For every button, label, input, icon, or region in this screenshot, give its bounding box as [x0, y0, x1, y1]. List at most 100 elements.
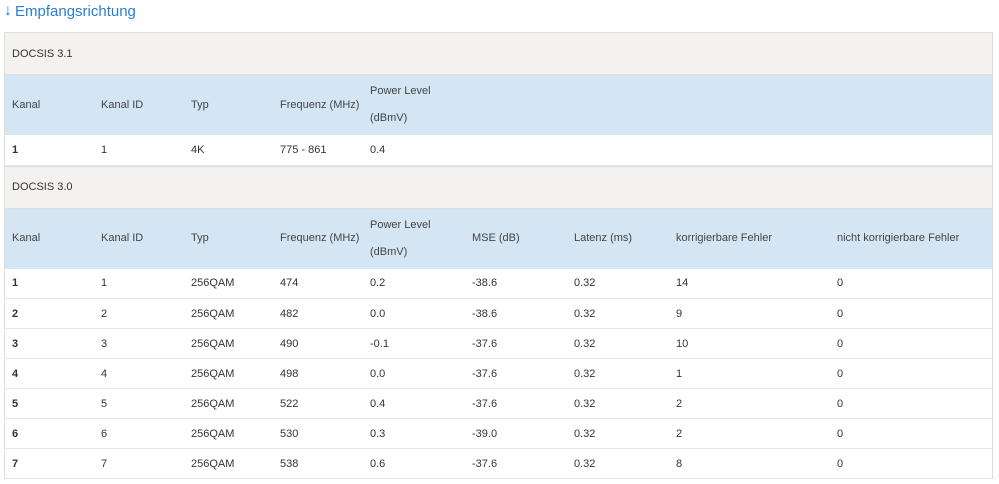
table-cell: 0.32 [567, 358, 669, 389]
table-cell: 474 [273, 268, 363, 299]
col-korrigierbare-fehler: korrigierbare Fehler [676, 232, 772, 244]
table-cell: 775 - 861 [273, 135, 363, 166]
table-cell: 0.32 [567, 388, 669, 419]
table-cell: 0 [830, 418, 992, 449]
table-cell: 530 [273, 418, 363, 449]
table-cell: 0.32 [567, 418, 669, 449]
table-cell: 0 [830, 358, 992, 389]
table-cell: 10 [669, 328, 830, 359]
table-cell: 0.32 [567, 448, 669, 479]
table-cell: 498 [273, 358, 363, 389]
table-row: 1 1 4K 775 - 861 0.4 [5, 135, 992, 166]
table-cell: -38.6 [465, 298, 567, 329]
table-cell: 0.2 [363, 268, 465, 299]
col-latenz: Latenz (ms) [574, 232, 633, 244]
arrow-down-icon: ↓ [4, 2, 12, 19]
table-cell: 256QAM [184, 448, 273, 479]
docsis30-title: DOCSIS 3.0 [12, 181, 73, 193]
docsis31-header-row: Kanal Kanal ID Typ Frequenz (MHz) Power … [5, 75, 992, 135]
table-cell: 0.32 [567, 268, 669, 299]
docsis31-title: DOCSIS 3.1 [12, 47, 73, 60]
table-cell: 482 [273, 298, 363, 329]
table-cell: 2 [5, 298, 94, 329]
table-cell: 490 [273, 328, 363, 359]
table-row: 7 7 256QAM 538 0.6 -37.6 0.32 8 0 [5, 448, 992, 479]
table-cell: 14 [669, 268, 830, 299]
table-cell: 8 [669, 448, 830, 479]
downstream-panel: DOCSIS 3.1 Kanal Kanal ID Typ Frequenz (… [4, 32, 993, 479]
table-cell: -37.6 [465, 328, 567, 359]
table-cell: 256QAM [184, 328, 273, 359]
table-cell: 3 [5, 328, 94, 359]
docsis30-table: Kanal Kanal ID Typ Frequenz (MHz) Power … [5, 208, 992, 479]
table-cell: 1 [94, 135, 184, 166]
col-kanal-id: Kanal ID [101, 232, 144, 244]
col-typ: Typ [191, 98, 209, 111]
table-cell: 4 [5, 358, 94, 389]
table-cell: 1 [5, 268, 94, 299]
table-cell: 0 [830, 298, 992, 329]
col-frequenz: Frequenz (MHz) [280, 232, 360, 244]
table-cell: 256QAM [184, 358, 273, 389]
table-cell: 0 [830, 268, 992, 299]
table-cell: 1 [94, 268, 184, 299]
table-cell: 0 [830, 388, 992, 419]
table-row: 5 5 256QAM 522 0.4 -37.6 0.32 2 0 [5, 388, 992, 419]
table-row: 1 1 256QAM 474 0.2 -38.6 0.32 14 0 [5, 268, 992, 299]
table-cell: 1 [669, 358, 830, 389]
col-kanal-id: Kanal ID [101, 98, 144, 111]
table-cell: 0.32 [567, 298, 669, 329]
table-cell: 2 [669, 418, 830, 449]
table-cell: 6 [94, 418, 184, 449]
table-row: 4 4 256QAM 498 0.0 -37.6 0.32 1 0 [5, 358, 992, 389]
table-row: 3 3 256QAM 490 -0.1 -37.6 0.32 10 0 [5, 328, 992, 359]
table-cell: 0.0 [363, 298, 465, 329]
table-cell: 1 [5, 135, 94, 166]
table-cell: 3 [94, 328, 184, 359]
table-cell: 4K [184, 135, 273, 166]
table-cell: 0.6 [363, 448, 465, 479]
section-title: ↓ Empfangsrichtung [4, 2, 136, 20]
table-cell: 256QAM [184, 268, 273, 299]
docsis31-header: DOCSIS 3.1 [5, 32, 992, 75]
table-cell: 0.32 [567, 328, 669, 359]
table-cell: 256QAM [184, 298, 273, 329]
table-cell: 5 [94, 388, 184, 419]
table-cell: 9 [669, 298, 830, 329]
docsis31-table: Kanal Kanal ID Typ Frequenz (MHz) Power … [5, 75, 992, 166]
col-typ: Typ [191, 232, 209, 244]
col-kanal: Kanal [12, 232, 41, 244]
table-cell: 2 [669, 388, 830, 419]
col-frequenz: Frequenz (MHz) [280, 98, 360, 111]
table-row: 6 6 256QAM 530 0.3 -39.0 0.32 2 0 [5, 418, 992, 449]
table-cell: 538 [273, 448, 363, 479]
table-cell: 0 [830, 328, 992, 359]
table-cell: 256QAM [184, 418, 273, 449]
table-cell: 0.3 [363, 418, 465, 449]
table-cell: 0 [830, 448, 992, 479]
section-title-text: Empfangsrichtung [15, 2, 136, 20]
table-cell: 0.0 [363, 358, 465, 389]
table-cell: 7 [94, 448, 184, 479]
table-cell: 522 [273, 388, 363, 419]
table-cell: 4 [94, 358, 184, 389]
table-cell: -39.0 [465, 418, 567, 449]
table-cell: 5 [5, 388, 94, 419]
table-cell: -37.6 [465, 358, 567, 389]
table-row: 2 2 256QAM 482 0.0 -38.6 0.32 9 0 [5, 298, 992, 329]
col-power-level: Power Level (dBmV) [370, 218, 431, 258]
col-mse: MSE (dB) [472, 232, 520, 244]
col-nicht-korrigierbare-fehler: nicht korrigierbare Fehler [837, 232, 960, 244]
table-cell: 7 [5, 448, 94, 479]
col-power-level: Power Level (dBmV) [370, 85, 431, 124]
table-cell: 256QAM [184, 388, 273, 419]
table-cell: 0.4 [363, 388, 465, 419]
table-cell: -0.1 [363, 328, 465, 359]
table-cell: -38.6 [465, 268, 567, 299]
table-cell: 0.4 [363, 135, 992, 166]
col-kanal: Kanal [12, 98, 41, 111]
table-cell: -37.6 [465, 448, 567, 479]
table-cell: 2 [94, 298, 184, 329]
table-cell: 6 [5, 418, 94, 449]
docsis30-header: DOCSIS 3.0 [5, 165, 992, 209]
